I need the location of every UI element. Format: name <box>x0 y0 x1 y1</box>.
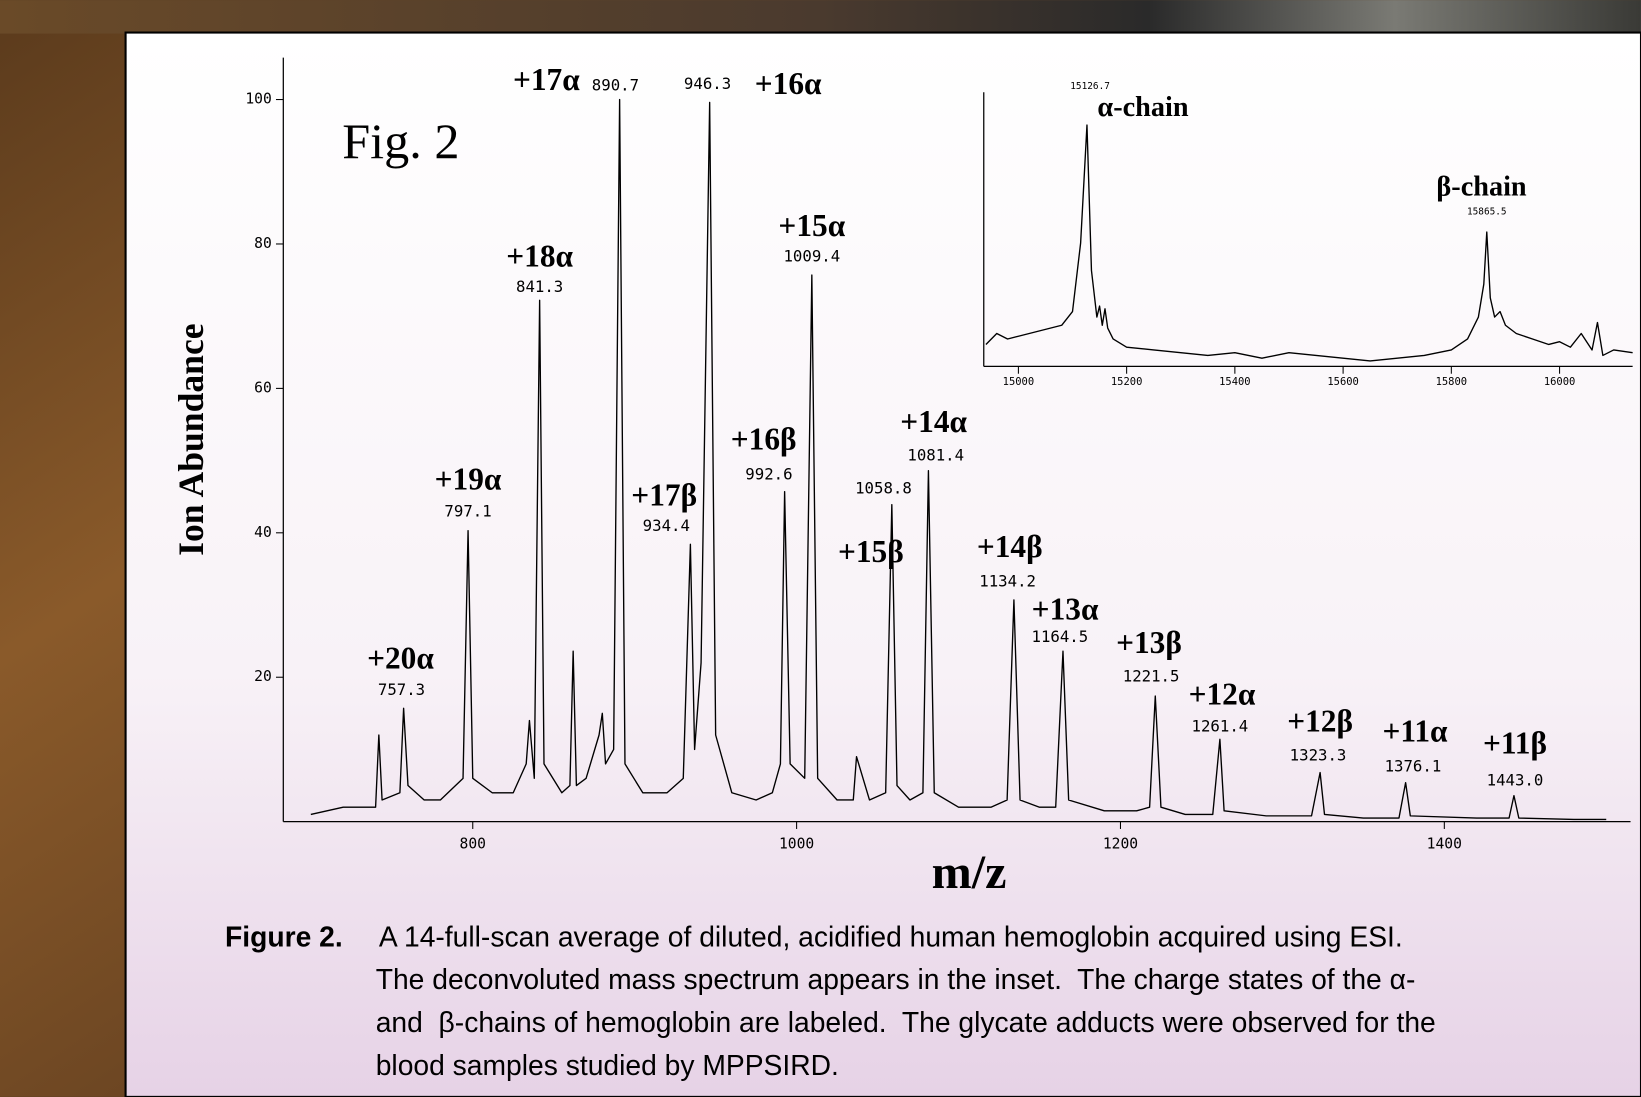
figure-annotation: Fig. 2 <box>342 113 459 169</box>
slide: 20 40 60 80 100 800 1000 1200 1400 757.3 +20α 797.1… <box>0 0 1641 1097</box>
peak-mz-label: 15865.5 <box>1467 207 1507 218</box>
peak-mz-label: 1261.4 <box>1192 716 1249 735</box>
caption-line: A 14-full-scan average of diluted, acidi… <box>379 920 1403 952</box>
peak-mz-label: 1009.4 <box>783 247 840 266</box>
peak-mz-label: 1221.5 <box>1123 667 1180 686</box>
peak-charge-label: +12α <box>1189 677 1256 712</box>
caption-line: blood samples studied by MPPSIRD. <box>376 1049 839 1081</box>
peak-charge-label: +16β <box>731 422 797 457</box>
peak-charge-label: +16α <box>755 66 822 101</box>
peak-charge-label: +17α <box>513 62 580 97</box>
peak-mz-label: 992.6 <box>745 464 792 483</box>
peak-charge-label: +11α <box>1383 714 1449 749</box>
x-tick-label: 1400 <box>1427 836 1462 853</box>
peak-charge-label: α-chain <box>1097 92 1188 123</box>
x-tick-label: 15600 <box>1327 376 1358 388</box>
y-tick-label: 40 <box>254 524 272 541</box>
y-tick-label: 20 <box>254 668 272 685</box>
y-tick-label: 60 <box>254 379 272 396</box>
peak-mz-label: 15126.7 <box>1070 81 1110 92</box>
peak-charge-label: +13α <box>1032 592 1099 627</box>
x-tick-label: 15000 <box>1003 376 1034 388</box>
peak-charge-label: +19α <box>435 462 502 497</box>
peak-mz-label: 934.4 <box>643 516 690 535</box>
peak-mz-label: 1376.1 <box>1385 756 1442 775</box>
peak-mz-label: 1443.0 <box>1487 771 1544 790</box>
background-top <box>0 0 1641 33</box>
peak-mz-label: 1323.3 <box>1290 745 1347 764</box>
peak-charge-label: +17β <box>631 478 697 513</box>
peak-charge-label: +15α <box>778 208 845 243</box>
x-tick-label: 800 <box>460 836 486 853</box>
caption-line: and β-chains of hemoglobin are labeled. … <box>376 1006 1436 1038</box>
peak-mz-label: 1164.5 <box>1032 627 1089 646</box>
peak-mz-label: 797.1 <box>444 501 491 520</box>
peak-charge-label: +14β <box>977 529 1043 564</box>
peak-mz-label: 1058.8 <box>855 478 912 497</box>
peak-mz-label: 946.3 <box>684 74 731 93</box>
y-tick-label: 80 <box>254 235 272 252</box>
peak-charge-label: +20α <box>367 640 434 675</box>
peak-mz-label: 890.7 <box>592 75 639 94</box>
peak-mz-label: 1134.2 <box>979 572 1036 591</box>
x-tick-label: 15200 <box>1111 376 1142 388</box>
peak-charge-label: +14α <box>900 404 967 439</box>
x-tick-label: 1200 <box>1103 836 1138 853</box>
peak-charge-label: +12β <box>1287 704 1353 739</box>
x-tick-label: 15800 <box>1436 376 1467 388</box>
peak-mz-label: 757.3 <box>378 680 425 699</box>
peak-charge-label: β-chain <box>1436 172 1527 203</box>
page: {"chart_data": [ {"type": "line", "color… <box>0 0 1641 1097</box>
x-axis-title: m/z <box>932 846 1007 899</box>
y-axis-title: Ion Abundance <box>171 323 211 555</box>
peak-charge-label: +11β <box>1483 726 1547 761</box>
x-tick-label: 1000 <box>779 836 814 853</box>
x-tick-label: 16000 <box>1544 376 1575 388</box>
x-tick-label: 15400 <box>1219 376 1250 388</box>
peak-charge-label: +15β <box>838 534 904 569</box>
caption-label: Figure 2. <box>225 920 343 952</box>
peak-charge-label: +18α <box>506 239 573 274</box>
peak-mz-label: 841.3 <box>516 277 563 296</box>
caption-line: The deconvoluted mass spectrum appears i… <box>376 963 1416 995</box>
y-tick-label: 100 <box>245 91 271 108</box>
peak-charge-label: +13β <box>1116 625 1182 660</box>
peak-mz-label: 1081.4 <box>907 446 964 465</box>
